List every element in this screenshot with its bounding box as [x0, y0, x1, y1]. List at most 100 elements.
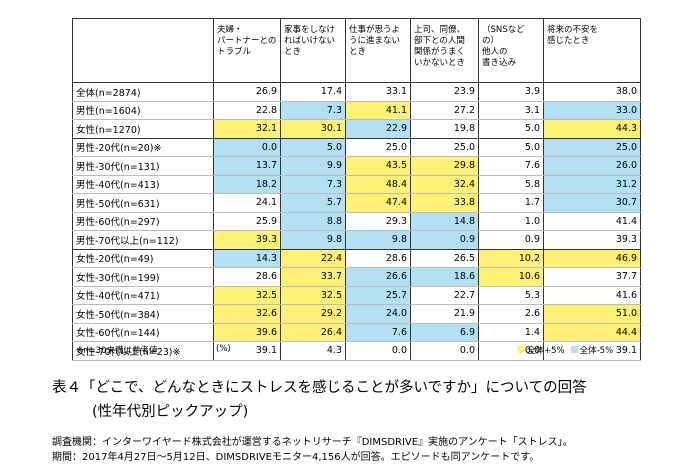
- value-cell: 29.8: [410, 156, 479, 176]
- table-row: 女性-30代(n=199) 28.6 33.7 26.6 18.6 10.6 37.7: [72, 267, 641, 287]
- table-row: 女性-40代(n=471) 32.5 32.5 25.7 22.7 5.3 41.6: [72, 286, 641, 305]
- value-cell: 41.1: [345, 101, 411, 120]
- table-row: 男性-40代(n=413) 18.2 7.3 48.4 32.4 5.8 31.2: [72, 175, 641, 194]
- value-cell: 30.1: [280, 119, 346, 139]
- value-cell: 33.8: [410, 193, 479, 213]
- table-row: 男性-60代(n=297) 25.9 8.8 29.3 14.8 1.0 41.4: [72, 212, 641, 231]
- row-label: 男性-60代(n=297): [72, 212, 214, 231]
- value-cell: 14.3: [213, 249, 281, 268]
- value-cell: 10.2: [478, 249, 544, 268]
- value-cell: 41.4: [543, 212, 641, 231]
- value-cell: 22.4: [280, 249, 346, 268]
- value-cell: 1.7: [478, 193, 544, 213]
- value-cell: 5.3: [478, 286, 544, 305]
- value-cell: 29.2: [280, 304, 346, 324]
- value-cell: 25.0: [345, 138, 411, 157]
- value-cell: 26.9: [213, 82, 281, 102]
- row-label: 女性-30代(n=199): [72, 267, 214, 287]
- value-cell: 32.6: [213, 304, 281, 324]
- value-cell: 48.4: [345, 175, 411, 194]
- table-row: 女性-20代(n=49) 14.3 22.4 28.6 26.5 10.2 46.9: [72, 249, 641, 268]
- table-row: 男性-30代(n=131) 13.7 9.9 43.5 29.8 7.6 26.0: [72, 156, 641, 176]
- value-cell: 25.9: [213, 212, 281, 231]
- row-label: 女性-20代(n=49): [72, 249, 214, 268]
- value-cell: 9.8: [345, 230, 411, 250]
- value-cell: 26.6: [345, 267, 411, 287]
- row-label: 女性-50代(n=384): [72, 304, 214, 324]
- value-cell: 26.5: [410, 249, 479, 268]
- stress-table: 夫婦・ パートナーとの トラブル 家事をしなけ ればいけない とき 仕事が思うよ う…: [72, 18, 641, 361]
- legend-label: 全体+5%: [527, 346, 565, 356]
- row-label: 全体(n=2874): [72, 82, 214, 102]
- value-cell: 26.0: [543, 156, 641, 176]
- value-cell: 21.9: [410, 304, 479, 324]
- table-row: 男性-50代(n=631) 24.1 5.7 47.4 33.8 1.7 30.7: [72, 193, 641, 213]
- footnote: ※n=30未満は参考値: [76, 346, 158, 356]
- value-cell: 9.9: [280, 156, 346, 176]
- value-cell: 5.0: [478, 119, 544, 139]
- column-header: 仕事が思うよ うに進まない とき: [345, 18, 411, 83]
- table-row: 男性-20代(n=20)※ 0.0 5.0 25.0 25.0 5.0 25.0: [72, 138, 641, 157]
- value-cell: 33.7: [280, 267, 346, 287]
- value-cell: 44.4: [543, 323, 641, 342]
- table-row: 女性-70代以上(n=23)※ 39.1 4.3 0.0 0.0 0.0 39.1: [72, 341, 641, 361]
- value-cell: 41.6: [543, 286, 641, 305]
- column-header: 将来の不安を 感じたとき: [543, 18, 641, 83]
- value-cell: 5.8: [478, 175, 544, 194]
- value-cell: 8.8: [280, 212, 346, 231]
- value-cell: 28.6: [345, 249, 411, 268]
- row-label: 男性-70代以上(n=112): [72, 230, 214, 250]
- value-cell: 5.7: [280, 193, 346, 213]
- legend-swatch: [570, 346, 578, 353]
- value-cell: 0.0: [410, 341, 479, 361]
- value-cell: 7.6: [345, 323, 411, 342]
- row-label: 男性-20代(n=20)※: [72, 138, 214, 157]
- column-header: 家事をしなけ ればいけない とき: [280, 18, 346, 83]
- value-cell: 25.0: [410, 138, 479, 157]
- value-cell: 31.2: [543, 175, 641, 194]
- value-cell: 32.4: [410, 175, 479, 194]
- value-cell: 43.5: [345, 156, 411, 176]
- note: 期間：2017年4月27日～5月12日、DIMSDRIVEモニター4,156人が…: [52, 452, 540, 463]
- caption-line1: 表４「どこで、どんなときにストレスを感じることが多いですか」についての回答: [52, 380, 587, 396]
- row-label: 男性-30代(n=131): [72, 156, 214, 176]
- value-cell: 33.1: [345, 82, 411, 102]
- value-cell: 32.5: [213, 286, 281, 305]
- column-header: （SNSなどの） 他人の 書き込み: [478, 18, 544, 83]
- value-cell: 1.0: [478, 212, 544, 231]
- value-cell: 32.1: [213, 119, 281, 139]
- row-label: 女性-40代(n=471): [72, 286, 214, 305]
- row-label: 男性-50代(n=631): [72, 193, 214, 213]
- legend: 全体+5% 全体-5%: [518, 344, 619, 356]
- unit: (%): [216, 344, 231, 354]
- value-cell: 18.6: [410, 267, 479, 287]
- value-cell: 5.0: [280, 138, 346, 157]
- value-cell: 7.3: [280, 175, 346, 194]
- value-cell: 39.6: [213, 323, 281, 342]
- value-cell: 13.7: [213, 156, 281, 176]
- column-header: 夫婦・ パートナーとの トラブル: [213, 18, 281, 83]
- value-cell: 33.0: [543, 101, 641, 120]
- value-cell: 39.3: [543, 230, 641, 250]
- value-cell: 2.6: [478, 304, 544, 324]
- value-cell: 23.9: [410, 82, 479, 102]
- table-row: 女性-60代(n=144) 39.6 26.4 7.6 6.9 1.4 44.4: [72, 323, 641, 342]
- value-cell: 27.2: [410, 101, 479, 120]
- value-cell: 28.6: [213, 267, 281, 287]
- value-cell: 51.0: [543, 304, 641, 324]
- table-row: 女性-50代(n=384) 32.6 29.2 24.0 21.9 2.6 51.0: [72, 304, 641, 324]
- table-row: 男性(n=1604) 22.8 7.3 41.1 27.2 3.1 33.0: [72, 101, 641, 120]
- value-cell: 44.3: [543, 119, 641, 139]
- value-cell: 29.3: [345, 212, 411, 231]
- value-cell: 47.4: [345, 193, 411, 213]
- row-label: 男性(n=1604): [72, 101, 214, 120]
- row-label: 女性(n=1270): [72, 119, 214, 139]
- legend-label: 全体-5%: [579, 346, 614, 356]
- value-cell: 19.8: [410, 119, 479, 139]
- value-cell: 5.0: [478, 138, 544, 157]
- value-cell: 7.3: [280, 101, 346, 120]
- value-cell: 10.6: [478, 267, 544, 287]
- value-cell: 22.7: [410, 286, 479, 305]
- value-cell: 7.6: [478, 156, 544, 176]
